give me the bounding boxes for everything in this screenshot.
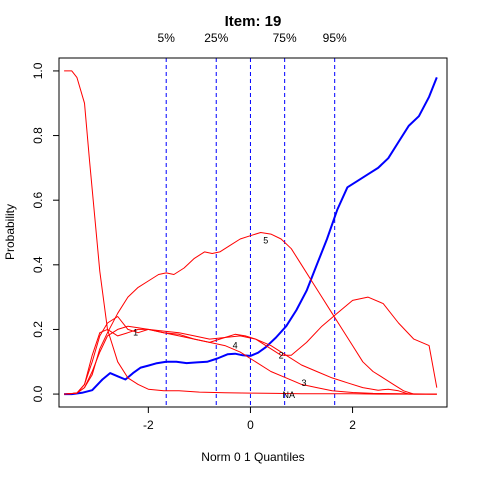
x-tick-label: 0 [247,418,254,432]
series-line-distractor [64,232,437,395]
quantile-label: 5% [158,31,176,45]
y-tick-label: 0.0 [31,385,45,402]
quantile-label: 75% [273,31,297,45]
curve-label: 4 [233,341,238,351]
quantile-label: 25% [204,31,228,45]
x-tick-label: 2 [349,418,356,432]
y-tick-label: 0.4 [31,256,45,273]
curve-label: 2 [279,350,284,360]
y-axis-label: Probability [3,204,17,260]
series-lines [64,70,438,396]
y-tick-label: 0.2 [31,321,45,338]
y-tick-label: 1.0 [31,62,45,79]
y-tick-label: 0.8 [31,127,45,144]
curve-labels: 1 4 2 3 NA 5 [133,236,306,400]
series-line-distractor [64,70,437,395]
curve-label: NA [282,390,295,400]
chart-title: Item: 19 [225,13,282,30]
quantile-label: 95% [323,31,347,45]
series-line-correct [64,77,438,396]
y-tick-label: 0.6 [31,192,45,209]
quantile-lines: 5% 25% 75% 95% [158,31,347,407]
series-line-distractor [64,296,438,395]
x-tick-label: -2 [143,418,154,432]
plot-frame [58,57,448,408]
curve-label: 3 [302,378,307,388]
x-axis-label: Norm 0 1 Quantiles [201,450,304,464]
curve-label: 1 [133,328,138,338]
curve-label: 5 [263,236,268,246]
series-line-distractor [64,325,437,395]
